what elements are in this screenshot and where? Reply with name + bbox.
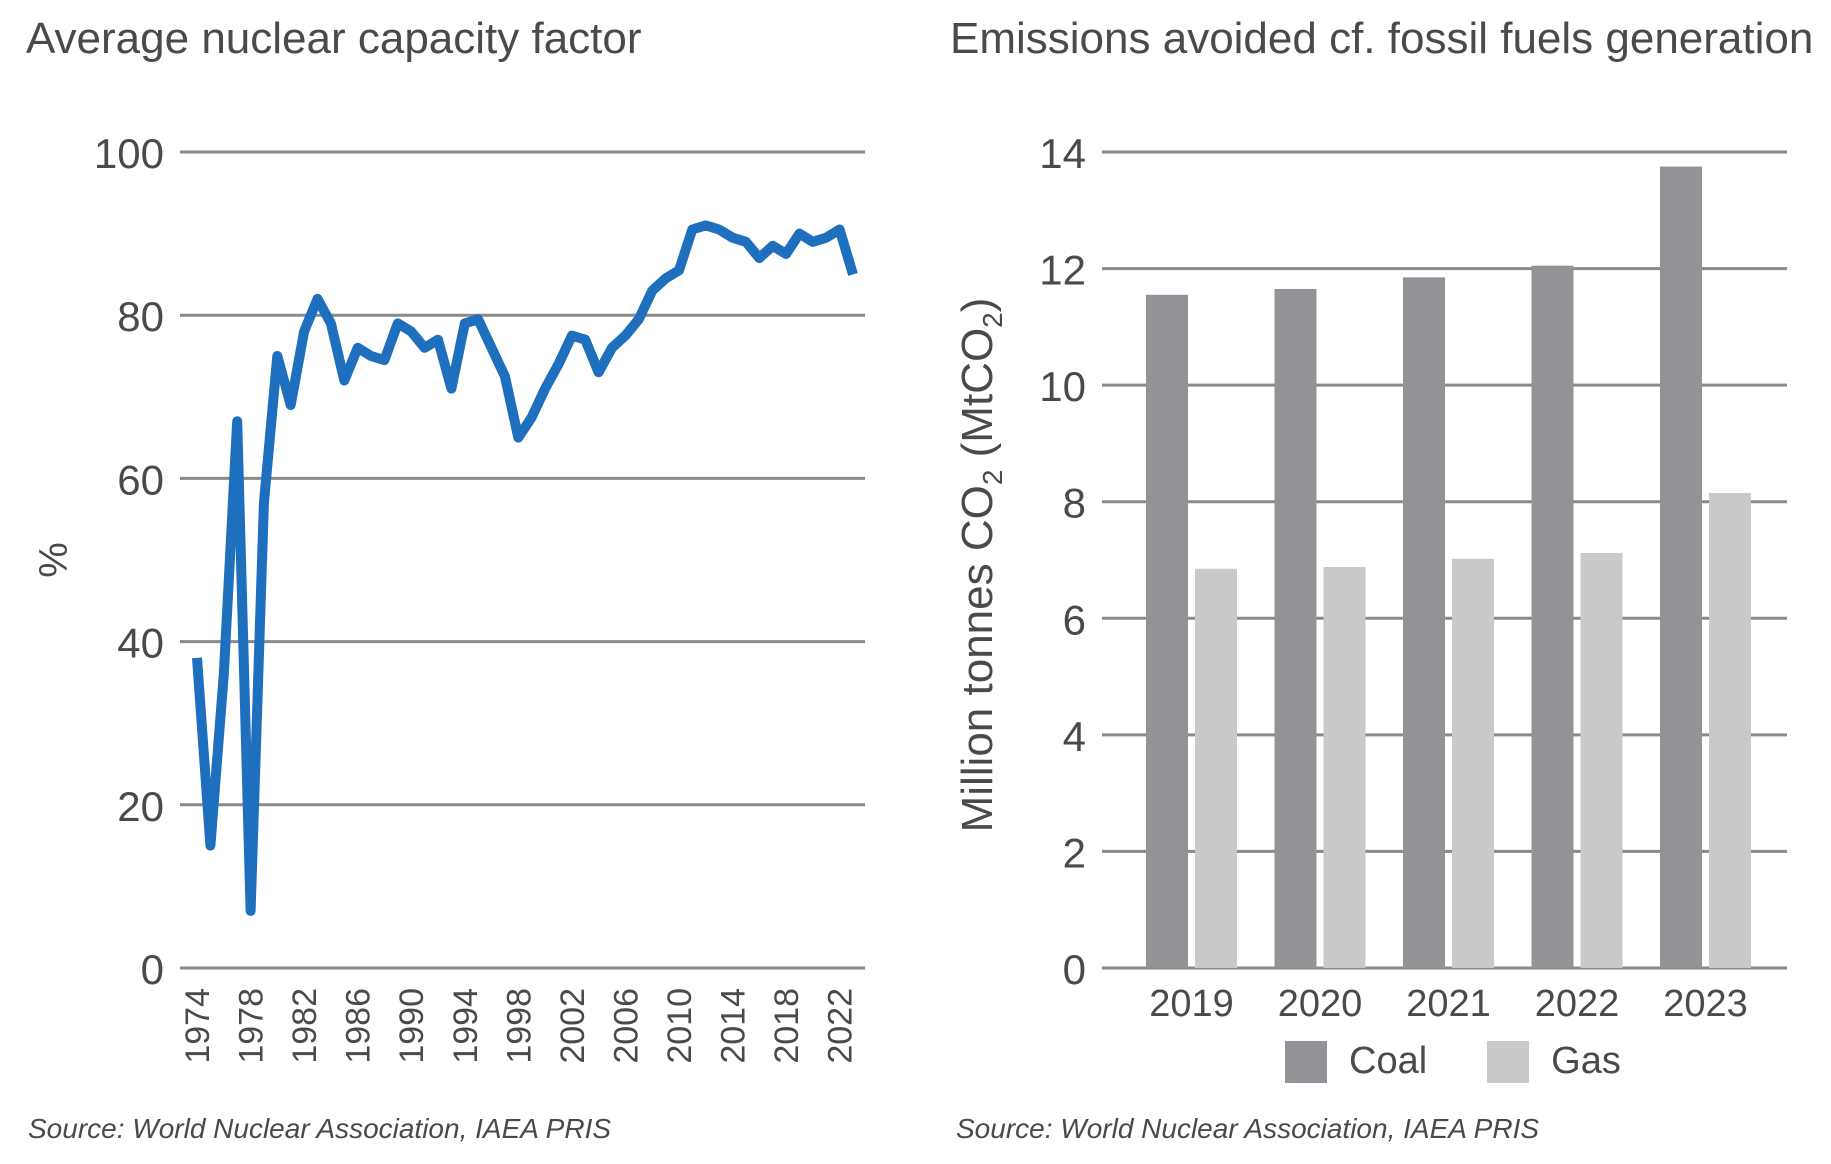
legend-label-coal: Coal [1349, 1040, 1428, 1082]
y-tick-label: 2 [1063, 829, 1086, 876]
bar-coal-2021 [1403, 277, 1445, 968]
x-tick-label: 2021 [1406, 983, 1491, 1025]
capacity-factor-chart: 0 20 40 60 80 100% 1974 1978 1982 1986 1990 1994 199… [32, 130, 865, 1064]
y-axis-label: Million tonnes CO2 (MtCO2) [953, 298, 1008, 833]
y-tick-label: 4 [1063, 713, 1086, 760]
x-tick-label: 2019 [1149, 983, 1234, 1025]
bar-coal-2023 [1660, 166, 1702, 969]
bar-gas-2021 [1452, 558, 1494, 968]
legend-swatch-gas [1487, 1040, 1530, 1083]
y-tick-label: 0 [141, 946, 164, 993]
x-tick-label: 2022 [822, 988, 860, 1064]
x-tick-label: 1978 [233, 988, 271, 1064]
legend-swatch-coal [1285, 1040, 1327, 1083]
y-axis-label-part: (MtCO [953, 328, 1002, 470]
y-tick-label: 20 [117, 783, 164, 830]
bar-coal-2022 [1531, 265, 1574, 969]
emissions-avoided-panel: Emissions avoided cf. fossil fuels gener… [940, 0, 1831, 1164]
x-tick-label: 2006 [607, 988, 645, 1064]
bar-gas-2019 [1195, 568, 1237, 968]
x-tick-label: 2010 [661, 988, 699, 1064]
capacity-factor-source: Source: World Nuclear Association, IAEA … [28, 1113, 612, 1144]
capacity-factor-title: Average nuclear capacity factor [26, 14, 642, 63]
x-tick-label: 2020 [1278, 983, 1363, 1025]
capacity-factor-line [192, 220, 858, 916]
bar-gas-2022 [1580, 553, 1623, 968]
x-tick-label: 2002 [554, 988, 592, 1064]
x-tick-label: 1982 [286, 988, 324, 1064]
legend-item-coal: Coal [1285, 1040, 1427, 1083]
y-axis-label-part: 2 [977, 312, 1008, 328]
x-tick-label: 1994 [447, 988, 485, 1064]
emissions-avoided-source: Source: World Nuclear Association, IAEA … [956, 1113, 1540, 1144]
x-tick-label: 1990 [393, 988, 431, 1064]
y-tick-label: 6 [1063, 596, 1086, 643]
y-tick-label: 60 [117, 456, 164, 503]
y-tick-label: 12 [1039, 247, 1086, 294]
emissions-avoided-title: Emissions avoided cf. fossil fuels gener… [950, 14, 1814, 63]
emissions-legend: Coal Gas [1285, 1040, 1681, 1083]
x-tick-label: 2014 [715, 988, 753, 1064]
legend-label-gas: Gas [1551, 1040, 1621, 1082]
y-axis-label-part: ) [953, 298, 1002, 313]
bar-gas-2020 [1323, 566, 1366, 968]
bar-coal-2020 [1274, 288, 1317, 968]
bar-coal-2019 [1146, 294, 1188, 968]
y-axis-label: % [32, 542, 76, 578]
x-tick-label: 2023 [1663, 983, 1748, 1025]
bar-gas-2023 [1709, 492, 1751, 968]
x-tick-label: 2022 [1535, 983, 1620, 1025]
y-tick-label: 10 [1039, 363, 1086, 410]
capacity-factor-panel: Average nuclear capacity factor 0 20 40 60 8… [0, 0, 900, 1164]
y-tick-label: 0 [1063, 946, 1086, 993]
y-axis-label-part: 2 [977, 470, 1008, 486]
x-tick-label: 2018 [768, 988, 806, 1064]
y-axis-label-part: Million tonnes CO [953, 485, 1002, 832]
x-tick-label: 1974 [179, 988, 217, 1064]
y-tick-label: 8 [1063, 480, 1086, 527]
x-tick-label: 1998 [500, 988, 538, 1064]
legend-item-gas: Gas [1487, 1040, 1621, 1083]
y-tick-label: 40 [117, 620, 164, 667]
y-tick-label: 100 [94, 130, 164, 177]
x-tick-label: 1986 [340, 988, 378, 1064]
y-tick-label: 80 [117, 293, 164, 340]
y-tick-label: 14 [1039, 130, 1086, 177]
